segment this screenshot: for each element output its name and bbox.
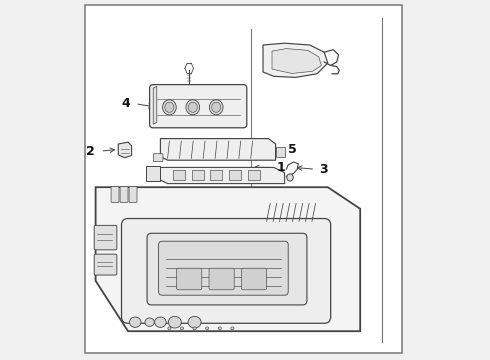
FancyBboxPatch shape — [120, 186, 128, 202]
Ellipse shape — [155, 317, 166, 327]
Ellipse shape — [165, 102, 174, 112]
Ellipse shape — [163, 100, 176, 115]
Polygon shape — [153, 86, 157, 124]
Ellipse shape — [129, 317, 141, 327]
Polygon shape — [160, 139, 275, 160]
FancyBboxPatch shape — [159, 241, 288, 295]
FancyBboxPatch shape — [149, 85, 247, 128]
FancyBboxPatch shape — [111, 186, 119, 202]
Text: 2: 2 — [86, 145, 95, 158]
Text: 1: 1 — [277, 161, 286, 174]
Ellipse shape — [193, 327, 196, 330]
Ellipse shape — [145, 318, 154, 327]
Text: 3: 3 — [319, 163, 327, 176]
FancyBboxPatch shape — [94, 225, 117, 250]
Polygon shape — [272, 49, 321, 73]
Ellipse shape — [169, 316, 181, 328]
Ellipse shape — [188, 316, 201, 328]
Bar — [192, 170, 204, 180]
Bar — [210, 170, 222, 180]
FancyBboxPatch shape — [209, 268, 234, 290]
Ellipse shape — [168, 327, 171, 330]
Text: 4: 4 — [122, 97, 130, 110]
FancyBboxPatch shape — [242, 268, 267, 290]
FancyBboxPatch shape — [153, 154, 163, 162]
Text: 5: 5 — [288, 143, 297, 156]
Ellipse shape — [188, 102, 197, 112]
Bar — [248, 170, 260, 180]
Ellipse shape — [218, 327, 221, 330]
Ellipse shape — [186, 100, 199, 115]
Polygon shape — [160, 167, 285, 184]
Polygon shape — [118, 142, 132, 158]
FancyBboxPatch shape — [129, 186, 137, 202]
FancyBboxPatch shape — [122, 219, 331, 323]
Ellipse shape — [209, 100, 223, 115]
Bar — [85, 5, 402, 353]
Bar — [275, 147, 285, 157]
Ellipse shape — [287, 174, 293, 181]
FancyBboxPatch shape — [94, 254, 117, 275]
Bar — [229, 170, 241, 180]
Ellipse shape — [231, 327, 234, 330]
Ellipse shape — [212, 102, 220, 112]
Bar — [173, 170, 185, 180]
Polygon shape — [96, 187, 360, 331]
FancyBboxPatch shape — [176, 268, 202, 290]
Polygon shape — [263, 43, 328, 77]
Ellipse shape — [206, 327, 209, 330]
Ellipse shape — [180, 327, 184, 330]
Polygon shape — [146, 166, 160, 181]
FancyBboxPatch shape — [147, 233, 307, 305]
